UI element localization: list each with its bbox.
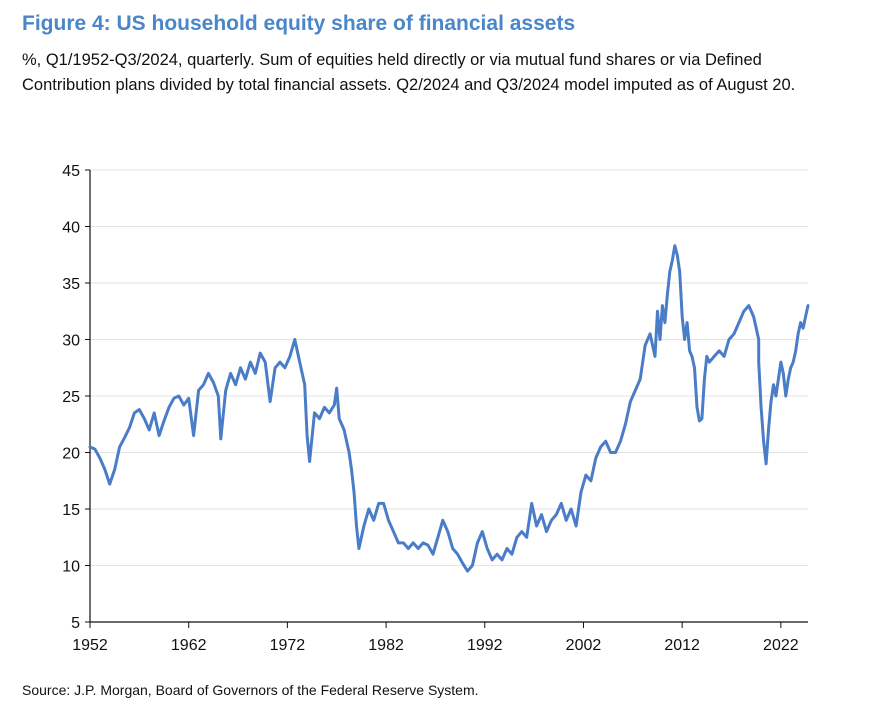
x-tick-label-1992: 1992 [467, 637, 503, 654]
y-tick-label-30: 30 [62, 333, 80, 350]
y-tick-label-20: 20 [62, 446, 80, 463]
series-layer [88, 244, 810, 573]
x-tick-label-1952: 1952 [72, 637, 108, 654]
series-line-0 [88, 244, 810, 573]
chart-subtitle: %, Q1/1952-Q3/2024, quarterly. Sum of eq… [22, 51, 796, 94]
y-tick-label-35: 35 [62, 276, 80, 293]
x-tick-label-2022: 2022 [763, 637, 799, 654]
y-tick-label-45: 45 [62, 163, 80, 180]
x-axis-ticks: 1952 1962 1972 1982 1992 2002 2012 2022 [72, 622, 799, 654]
y-axis-ticks: 5 10 15 20 25 30 35 40 45 [62, 163, 90, 632]
x-tick-label-2012: 2012 [664, 637, 700, 654]
y-tick-label-40: 40 [62, 220, 80, 237]
y-tick-label-15: 15 [62, 502, 80, 519]
source-note: Source: J.P. Morgan, Board of Governors … [22, 682, 479, 698]
grid-lines [90, 169, 808, 566]
y-tick-label-25: 25 [62, 389, 80, 406]
y-tick-label-5: 5 [71, 615, 80, 632]
y-tick-label-10: 10 [62, 559, 80, 576]
x-tick-label-1972: 1972 [270, 637, 306, 654]
chart-title: Figure 4: US household equity share of f… [22, 12, 576, 35]
x-tick-label-1962: 1962 [171, 637, 207, 654]
x-tick-label-1982: 1982 [368, 637, 404, 654]
line-chart: 5 10 15 20 25 30 35 40 45 1952 1962 1972 1982 1992 20… [62, 163, 810, 654]
x-tick-label-2002: 2002 [566, 637, 602, 654]
